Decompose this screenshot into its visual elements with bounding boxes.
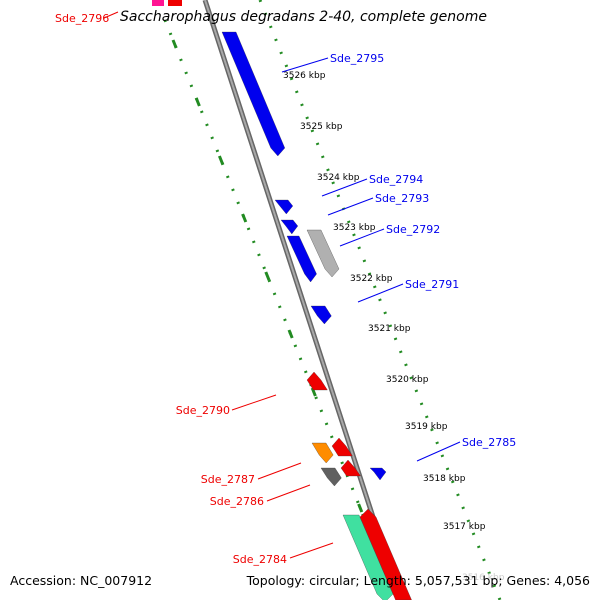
gene-Sde_2791 [310, 305, 332, 325]
gc-track-left [163, 19, 399, 601]
gc-dash [357, 503, 364, 513]
gene-label-Sde_2796[interactable]: Sde_2796 [55, 12, 109, 25]
scale-tick-label: 3526 kbp [283, 71, 326, 81]
gene-Sde_2786 [320, 467, 342, 487]
scale-tick-label: 3517 kbp [443, 522, 486, 532]
genome-title: Saccharophagus degradans 2-40, complete … [120, 9, 487, 25]
gene-pseudo [306, 229, 340, 278]
backbone-highlight [204, 0, 401, 601]
gene-callout-line [103, 11, 119, 19]
scale-tick-label: 3523 kbp [333, 223, 376, 233]
gene-Sde_2790 [306, 371, 328, 391]
gene-callout-line [257, 462, 302, 480]
gc-dash [218, 155, 224, 165]
gene-callout-line [416, 441, 461, 462]
gene-label-Sde_2784[interactable]: Sde_2784 [233, 553, 287, 566]
gene-callout-line [289, 542, 334, 559]
gene-label-Sde_2795[interactable]: Sde_2795 [330, 52, 384, 65]
scale-ticks: 3526 kbp 3525 kbp 3524 kbp 3523 kbp 3522 kbp… [283, 71, 505, 583]
gene-label-Sde_2790[interactable]: Sde_2790 [176, 404, 230, 417]
sequence-backbone [202, 0, 403, 601]
scale-tick-label: 3518 kbp [423, 474, 466, 484]
gene-Sde_2794 [274, 199, 293, 215]
gene-callout-line [321, 178, 368, 197]
gene-Sde_2793 [280, 219, 298, 235]
scale-tick-label: 3519 kbp [405, 422, 448, 432]
gc-dash [171, 39, 178, 49]
gene-features [152, 0, 412, 603]
gene-Sde_2786-b [340, 459, 361, 477]
gc-dash [310, 387, 317, 397]
gc-dash [241, 213, 248, 223]
scale-tick-label: 3521 kbp [368, 324, 411, 334]
gene-pink [152, 0, 164, 6]
gene-label-Sde_2785[interactable]: Sde_2785 [462, 436, 516, 449]
gene-Sde_2787 [311, 442, 334, 464]
scale-tick-label: 3524 kbp [317, 173, 360, 183]
gc-track-right [258, 0, 502, 601]
gene-label-Sde_2787[interactable]: Sde_2787 [201, 473, 255, 486]
gene-label-Sde_2791[interactable]: Sde_2791 [405, 278, 459, 291]
accession-label: Accession: NC_007912 [10, 573, 153, 588]
gene-rna [342, 514, 394, 603]
gene-Sde_2787-b [331, 437, 353, 457]
scale-tick-label: 3516 kbp [462, 573, 505, 583]
gc-dash [194, 97, 201, 107]
gene-callout-line [281, 57, 329, 73]
gene-Sde_2785 [369, 467, 387, 481]
gene-label-Sde_2794[interactable]: Sde_2794 [369, 173, 423, 186]
gene-callout-line [357, 283, 404, 303]
gene-callout-line [339, 228, 385, 247]
gene-label-Sde_2793[interactable]: Sde_2793 [375, 192, 429, 205]
gene-label-Sde_2792[interactable]: Sde_2792 [386, 223, 440, 236]
genome-info-label: Topology: circular; Length: 5,057,531 bp… [246, 573, 590, 588]
scale-tick-label: 3520 kbp [386, 375, 429, 385]
gene-Sde_2792 [286, 235, 317, 283]
gc-skew-track [163, 0, 502, 601]
gene-labels: Sde_2796 Sde_2795 Sde_2794 Sde_2793 Sde_2792… [55, 11, 516, 566]
gene-Sde_2795 [221, 31, 285, 157]
scale-tick-label: 3522 kbp [350, 274, 393, 284]
scale-tick-label: 3525 kbp [300, 122, 343, 132]
gene-callout-line [266, 484, 311, 502]
gene-callout-line [231, 394, 277, 411]
gene-Sde_2796 [168, 0, 182, 6]
gc-dash [264, 271, 271, 281]
gene-label-Sde_2786[interactable]: Sde_2786 [210, 495, 264, 508]
gc-dash [287, 329, 294, 339]
gene-callout-line [327, 197, 374, 216]
